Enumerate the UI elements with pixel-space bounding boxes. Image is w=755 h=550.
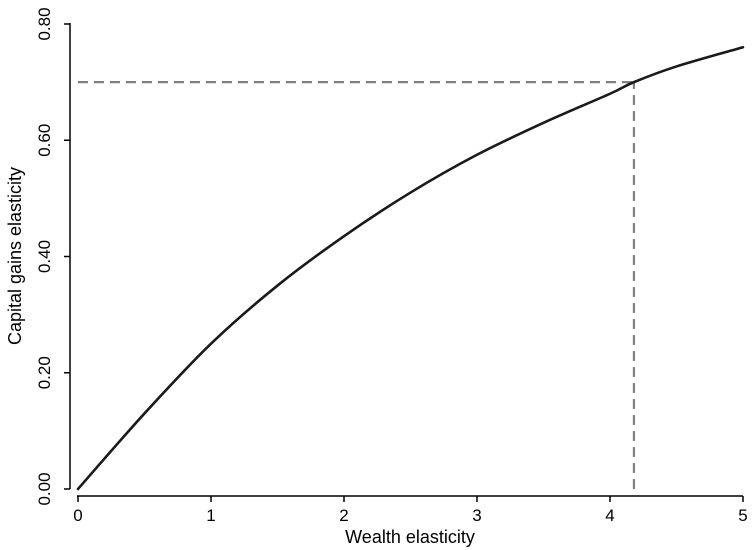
x-tick-label: 3	[472, 506, 481, 525]
x-tick-label: 4	[605, 506, 614, 525]
y-tick-label: 0.60	[35, 124, 54, 157]
y-axis-title: Capital gains elasticity	[5, 167, 25, 345]
y-tick-label: 0.40	[35, 240, 54, 273]
y-tick-label: 0.80	[35, 7, 54, 40]
series-layer	[76, 45, 745, 491]
y-tick-label: 0.20	[35, 356, 54, 389]
series-line	[76, 45, 745, 491]
x-axis-title: Wealth elasticity	[345, 527, 475, 547]
reference-lines	[78, 81, 636, 489]
x-tick-label: 0	[73, 506, 82, 525]
y-ticks: 0.00 0.20 0.40 0.60 0.80	[35, 7, 70, 506]
x-tick-label: 5	[738, 506, 747, 525]
x-ticks: 0 1 2 3 4 5	[73, 496, 748, 525]
x-tick-label: 2	[339, 506, 348, 525]
x-tick-label: 1	[206, 506, 215, 525]
y-tick-label: 0.00	[35, 472, 54, 505]
